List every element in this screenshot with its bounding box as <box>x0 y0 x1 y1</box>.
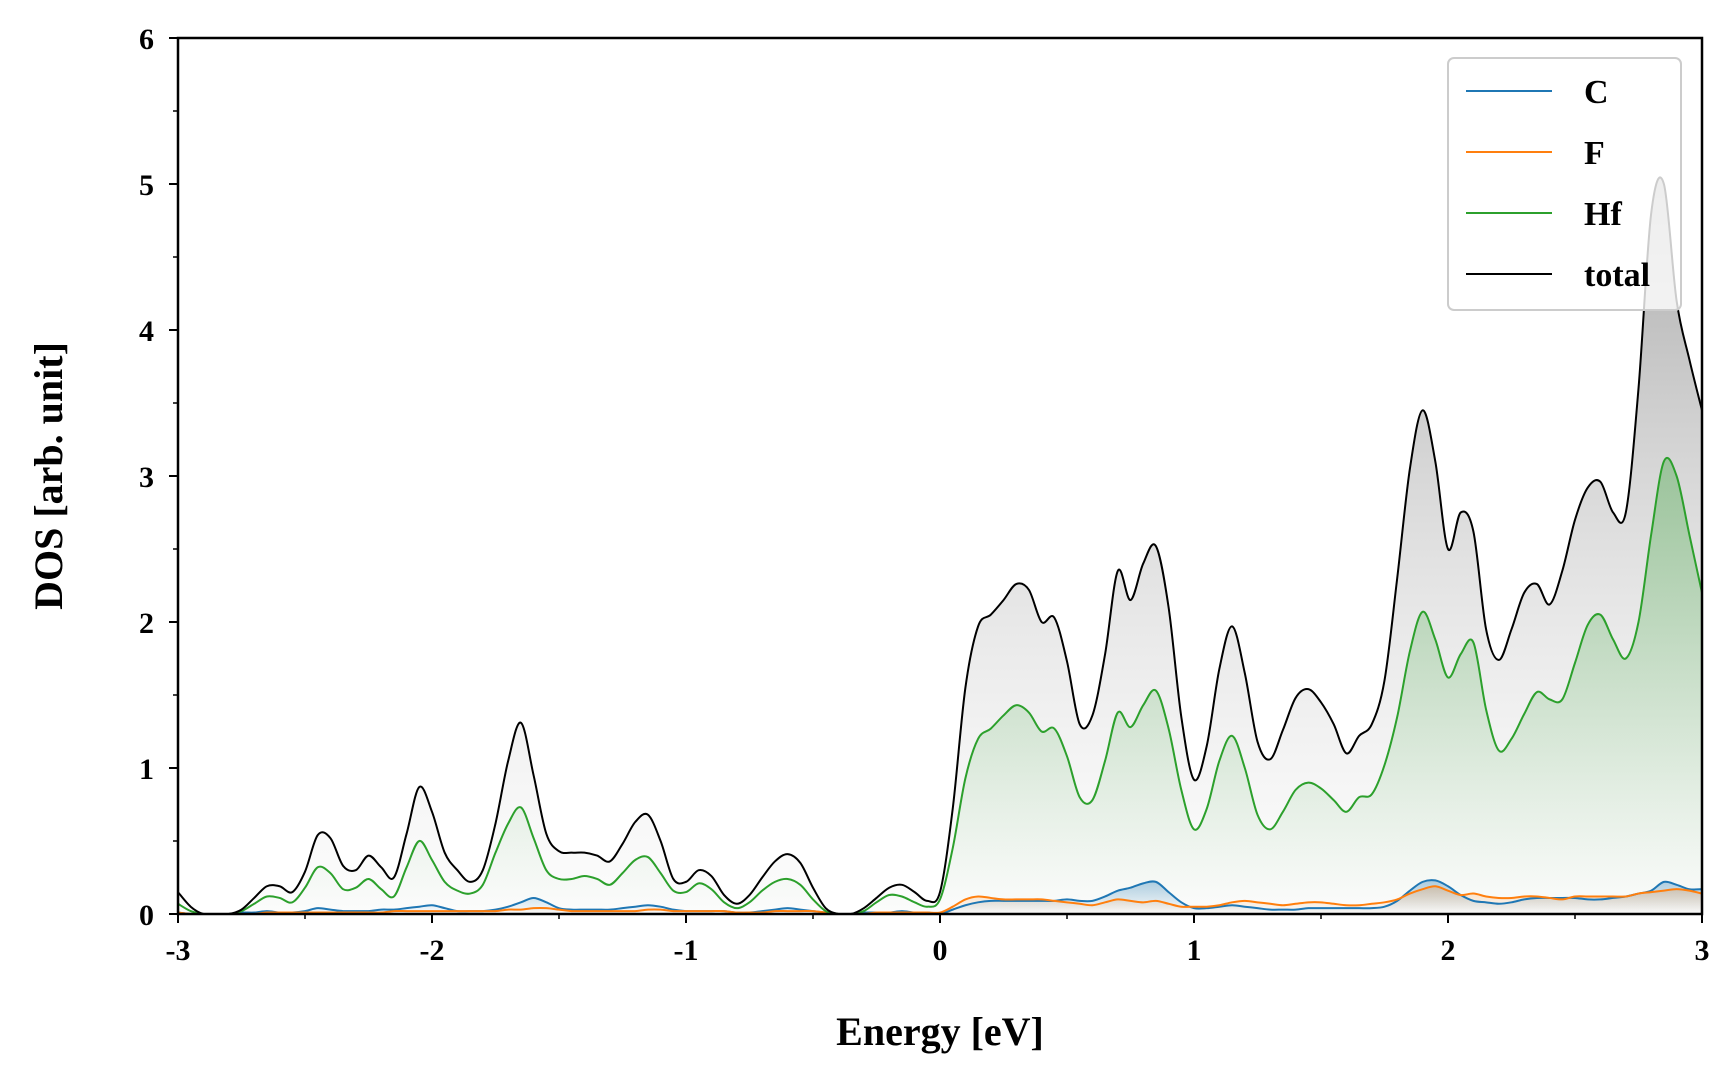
y-tick-label: 6 <box>139 23 154 56</box>
f-dos-fill <box>178 886 1702 914</box>
x-tick-label: 0 <box>933 934 948 967</box>
y-tick-label: 3 <box>139 461 154 494</box>
legend-box <box>1447 57 1682 311</box>
legend-label: total <box>1584 257 1650 294</box>
x-tick-label: 1 <box>1187 934 1202 967</box>
x-axis-title: Energy [eV] <box>836 1009 1044 1054</box>
y-axis: 0 1 2 3 4 5 6 <box>139 23 178 932</box>
y-tick-label: 1 <box>139 753 154 786</box>
x-tick-label: 2 <box>1441 934 1456 967</box>
x-tick-label: -2 <box>420 934 445 967</box>
x-tick-label: -1 <box>674 934 699 967</box>
y-axis-title: DOS [arb. unit] <box>26 342 71 610</box>
c-dos-line <box>178 879 1702 914</box>
series-lines <box>178 176 1702 914</box>
legend-label: C <box>1584 74 1609 111</box>
x-tick-label: -3 <box>166 934 191 967</box>
y-tick-label: 5 <box>139 169 154 202</box>
x-axis: -3 -2 -1 0 1 2 3 <box>166 914 1710 967</box>
y-tick-label: 4 <box>139 315 154 348</box>
y-tick-label: 0 <box>139 899 154 932</box>
total-dos-line <box>178 176 1702 914</box>
legend: CF Hf total <box>1447 57 1682 311</box>
legend-label: Hf <box>1584 196 1622 233</box>
total-dos-fill <box>178 177 1702 914</box>
hf-dos-fill <box>178 457 1702 914</box>
legend-label: F <box>1584 135 1605 172</box>
f-dos-line <box>178 885 1702 914</box>
x-tick-label: 3 <box>1695 934 1710 967</box>
y-tick-label: 2 <box>139 607 154 640</box>
hf-dos-line <box>178 456 1702 914</box>
